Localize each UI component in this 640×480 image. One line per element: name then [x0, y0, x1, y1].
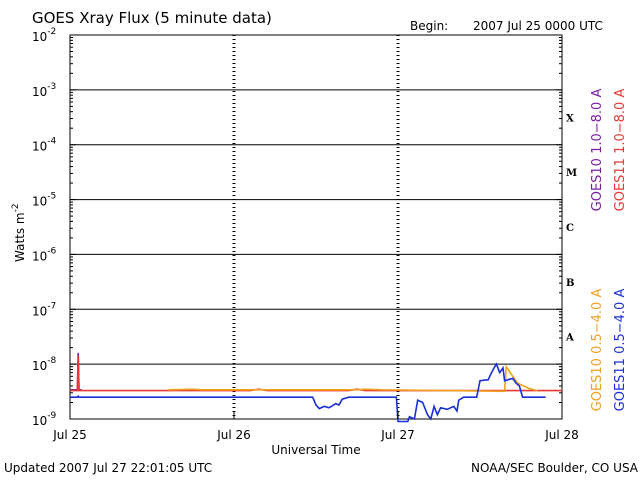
legend: GOES10 1.0−8.0 A GOES11 1.0−8.0 A GOES10 0…	[590, 89, 628, 412]
y-tick-label: 10-6	[32, 246, 57, 263]
y-axis-label-exp: -2	[11, 203, 21, 212]
flare-class-label: C	[566, 223, 574, 234]
y-tick-label: 10-4	[32, 137, 57, 154]
flare-class-label: B	[566, 278, 574, 289]
chart-title: GOES Xray Flux (5 minute data)	[32, 9, 272, 27]
series-layer	[70, 352, 562, 423]
y-tick-label: 10-9	[32, 411, 57, 428]
plot-border	[69, 34, 563, 420]
begin-value: 2007 Jul 25 0000 UTC	[473, 19, 603, 33]
footer-credit: NOAA/SEC Boulder, CO USA	[471, 461, 639, 475]
grid-lines	[70, 35, 562, 419]
x-tick-label: Jul 25	[52, 428, 87, 442]
legend-entry: GOES11 1.0−8.0 A	[613, 89, 628, 212]
y-axis-label: Watts m-2	[11, 203, 27, 262]
y-tick-label: 10-3	[32, 82, 56, 99]
series-line	[70, 356, 562, 392]
flare-class-label: X	[566, 113, 574, 124]
series-line	[168, 364, 538, 393]
flare-class-labels: X M C B A	[565, 113, 577, 343]
y-tick-label: 10-8	[32, 356, 57, 373]
x-axis: Jul 25 Jul 26 Jul 27 Jul 28	[52, 411, 579, 442]
flare-class-label: A	[565, 333, 574, 344]
legend-entry: GOES10 0.5−4.0 A	[590, 289, 605, 412]
x-tick-label: Jul 26	[216, 428, 251, 442]
flare-class-label: M	[566, 168, 577, 179]
series-line	[70, 352, 82, 391]
begin-label: Begin:	[410, 19, 448, 33]
y-axis: 10-2 10-3 10-4 10-5 10-6 10-7 10-8 10-9	[32, 27, 562, 428]
series-line	[70, 362, 546, 423]
y-axis-label-base: Watts m	[13, 212, 27, 262]
x-tick-label: Jul 28	[544, 428, 579, 442]
x-axis-label: Universal Time	[271, 443, 360, 457]
footer-updated: Updated 2007 Jul 27 22:01:05 UTC	[4, 461, 212, 475]
y-tick-label: 10-2	[32, 27, 56, 44]
y-tick-label: 10-5	[32, 192, 56, 209]
legend-entry: GOES10 1.0−8.0 A	[590, 89, 605, 212]
plot-area	[69, 34, 563, 420]
y-tick-label: 10-7	[32, 301, 56, 318]
legend-entry: GOES11 0.5−4.0 A	[613, 289, 628, 412]
x-tick-label: Jul 27	[380, 428, 415, 442]
